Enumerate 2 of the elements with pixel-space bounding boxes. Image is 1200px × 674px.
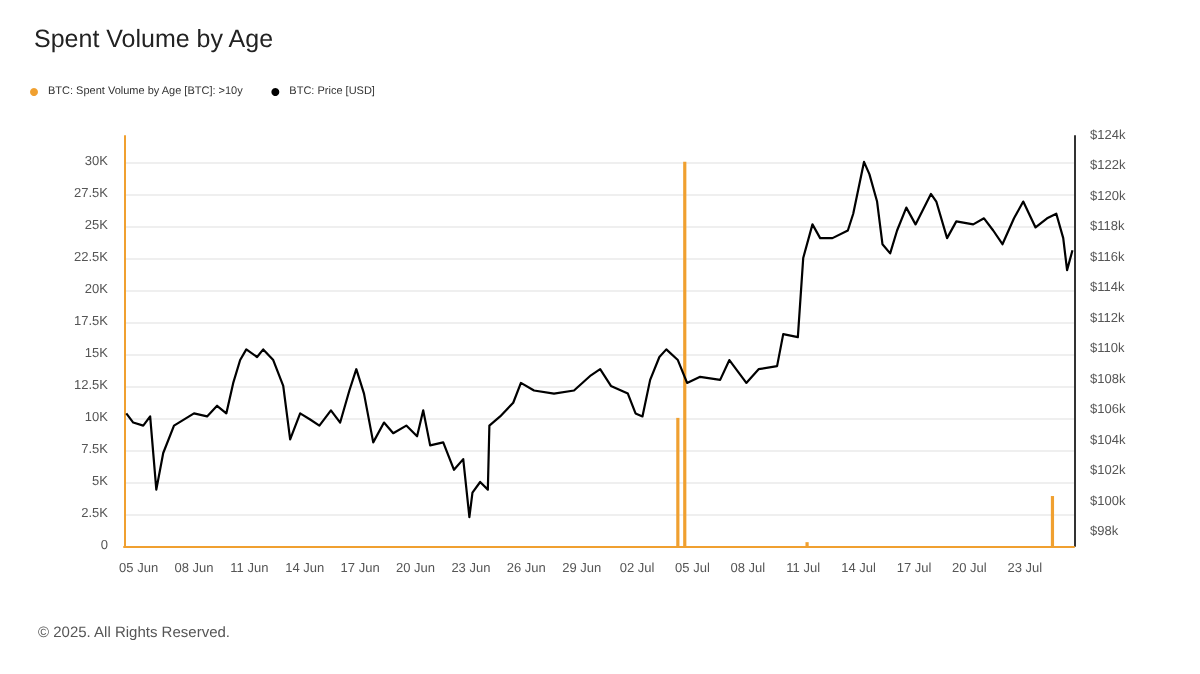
chart-title: Spent Volume by Age bbox=[34, 25, 274, 53]
line-series bbox=[125, 160, 1074, 519]
